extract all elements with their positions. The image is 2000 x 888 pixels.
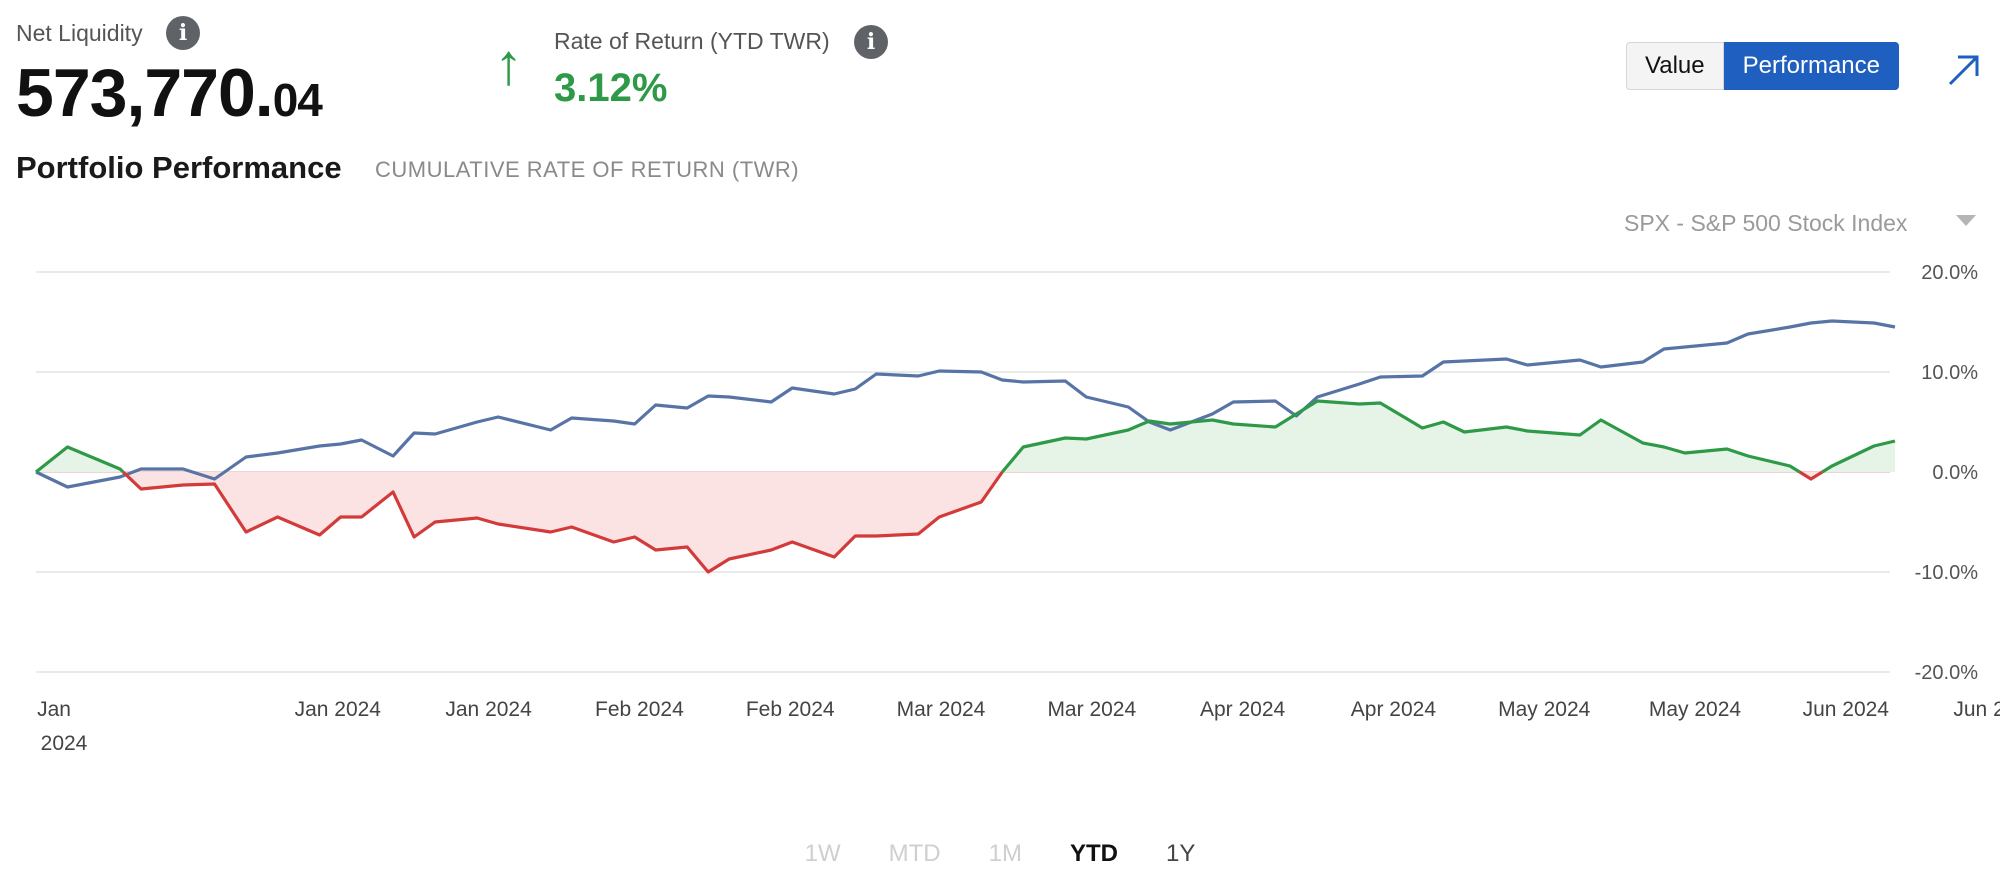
rate-of-return-label: Rate of Return (YTD TWR) <box>554 28 830 54</box>
y-tick-label: 10.0% <box>1921 362 1978 384</box>
net-liquidity-label: Net Liquidity <box>16 20 143 46</box>
net-liquidity-decimal: 04 <box>272 74 323 126</box>
x-tick-label: Feb 2024 <box>746 698 835 721</box>
y-tick-label: -20.0% <box>1915 662 1979 684</box>
x-tick-label: Mar 2024 <box>897 698 986 721</box>
x-axis-ticks: Jan 2024 Jan 2024 Jan 2024 Feb 2024 Feb 2024 M… <box>37 698 2000 755</box>
series-line-portfolio-negative <box>122 470 1004 574</box>
info-icon[interactable]: i <box>854 25 888 59</box>
y-tick-label: -10.0% <box>1915 562 1979 584</box>
x-tick-label: Jan 2024 <box>295 698 382 721</box>
y-axis-ticks: 20.0% 10.0% 0.0% -10.0% -20.0% <box>1915 262 1979 684</box>
x-tick-label: Jun 2024 <box>1803 698 1890 721</box>
range-tab-ytd[interactable]: YTD <box>1069 840 1118 867</box>
portfolio-area-positive <box>1002 401 1800 472</box>
performance-button[interactable]: Performance <box>1723 42 1899 90</box>
x-tick-label: Apr 2024 <box>1351 698 1437 721</box>
performance-chart: 20.0% 10.0% 0.0% -10.0% -20.0% Jan 2024 Jan 20… <box>35 262 2000 755</box>
chevron-down-icon[interactable] <box>1956 215 1976 226</box>
y-tick-label: 0.0% <box>1932 462 1978 484</box>
net-liquidity-integer: 573,770. <box>16 55 274 131</box>
x-tick-label: May 2024 <box>1649 698 1742 721</box>
portfolio-area-positive <box>1822 441 1895 472</box>
portfolio-area-positive <box>36 447 124 472</box>
portfolio-area <box>36 401 1895 572</box>
x-tick-label: Jan 2024 <box>445 698 532 721</box>
x-tick-label: Jan 2024 <box>37 698 88 755</box>
net-liquidity-value: 573,770.04 <box>16 54 323 132</box>
series-line-portfolio-positive <box>1821 439 1896 474</box>
x-tick-label: May 2024 <box>1498 698 1591 721</box>
range-selector: 1W MTD 1M YTD 1Y <box>0 840 2000 868</box>
arrow-up-icon: ↑ <box>494 32 523 97</box>
portfolio-performance-subtitle: CUMULATIVE RATE OF RETURN (TWR) <box>375 157 800 182</box>
view-toggle: Value Performance <box>1626 42 1899 90</box>
x-tick-label: Feb 2024 <box>595 698 684 721</box>
info-icon[interactable]: i <box>166 16 200 50</box>
rate-of-return-value: 3.12% <box>554 66 668 110</box>
x-tick-label: Mar 2024 <box>1047 698 1136 721</box>
portfolio-performance-title: Portfolio Performance <box>16 150 342 185</box>
series-line-portfolio-negative <box>1798 470 1824 481</box>
portfolio-area-negative <box>123 472 1003 572</box>
expand-arrow-icon[interactable] <box>1946 52 1982 88</box>
series-line-portfolio-positive <box>1001 399 1801 474</box>
range-tab-1w[interactable]: 1W <box>804 840 841 867</box>
chart-lines <box>35 319 1896 574</box>
y-tick-label: 20.0% <box>1921 262 1978 284</box>
x-tick-label: Jun 2024 <box>1953 698 2000 721</box>
value-button[interactable]: Value <box>1626 42 1724 90</box>
benchmark-select[interactable]: SPX - S&P 500 Stock Index <box>1624 210 1908 236</box>
x-tick-label: Apr 2024 <box>1200 698 1286 721</box>
series-line-portfolio-positive <box>35 445 125 474</box>
range-tab-1y[interactable]: 1Y <box>1165 840 1196 867</box>
range-tab-mtd[interactable]: MTD <box>888 840 941 867</box>
range-tab-1m[interactable]: 1M <box>988 840 1022 867</box>
series-line-spx <box>35 319 1896 489</box>
